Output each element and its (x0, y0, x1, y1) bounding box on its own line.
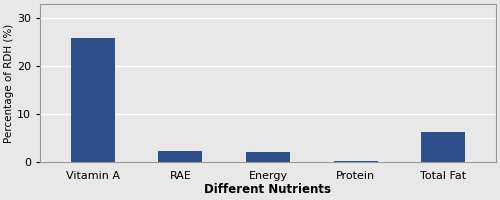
X-axis label: Different Nutrients: Different Nutrients (204, 183, 332, 196)
Y-axis label: Percentage of RDH (%): Percentage of RDH (%) (4, 23, 14, 143)
Bar (334, 161, 378, 162)
Bar (246, 152, 290, 162)
Bar (71, 38, 115, 162)
Bar (422, 132, 465, 162)
Bar (158, 151, 202, 162)
